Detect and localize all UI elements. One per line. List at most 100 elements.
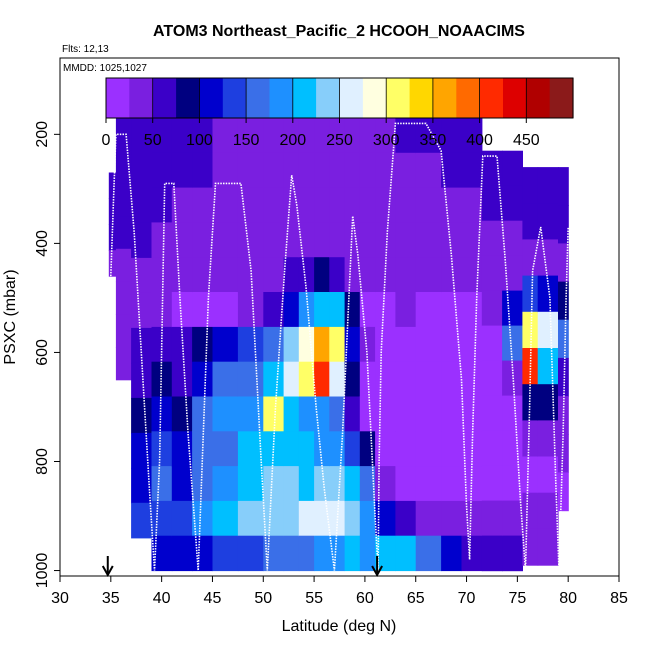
x-tick-label: 65: [407, 590, 425, 607]
heatmap-cell: [151, 222, 173, 258]
heatmap-cell: [537, 167, 559, 204]
heatmap-cell: [298, 361, 315, 398]
heatmap-cell: [441, 326, 462, 363]
heatmap-cell: [481, 220, 503, 257]
heatmap-cell: [344, 257, 361, 293]
heatmap-cell: [192, 292, 213, 328]
heatmap-cell: [263, 326, 285, 363]
colorbar-tick-label: 100: [186, 132, 213, 149]
heatmap-cell: [395, 152, 417, 189]
y-tick-label: 800: [34, 448, 51, 475]
heatmap-cell: [237, 292, 264, 328]
heatmap-cell: [171, 257, 193, 293]
heatmap-cell: [415, 326, 442, 363]
heatmap-cell: [171, 396, 193, 432]
heatmap-cell: [237, 152, 264, 189]
heatmap-cell: [263, 222, 285, 258]
colorbar-segment: [199, 78, 224, 118]
heatmap-cell: [314, 361, 330, 398]
heatmap-cell: [314, 431, 330, 467]
heatmap-cell: [171, 361, 193, 398]
heatmap-cell: [131, 257, 152, 294]
colorbar-tick-label: 450: [513, 132, 540, 149]
heatmap-cell: [237, 535, 264, 572]
heatmap-cell: [115, 347, 132, 381]
heatmap-cell: [263, 187, 285, 223]
heatmap-cell: [237, 326, 264, 363]
heatmap-cell: [212, 222, 239, 258]
x-tick-label: 70: [458, 590, 476, 607]
heatmap-cell: [537, 528, 559, 566]
heatmap-cell: [359, 152, 376, 189]
heatmap-cell: [314, 187, 330, 223]
heatmap-cell: [131, 327, 152, 364]
heatmap-cell: [314, 326, 330, 363]
heatmap-cell: [329, 152, 346, 189]
heatmap-cell: [263, 257, 285, 293]
colorbar-segment: [362, 78, 387, 118]
y-tick-label: 400: [34, 230, 51, 257]
heatmap-cell: [522, 420, 539, 458]
heatmap-cell: [171, 118, 193, 154]
heatmap-cell: [212, 257, 239, 293]
heatmap-cell: [131, 467, 152, 504]
heatmap-cell: [359, 500, 376, 537]
heatmap-cell: [212, 396, 239, 432]
x-tick-label: 40: [153, 590, 171, 607]
heatmap-cell: [481, 290, 503, 327]
heatmap-cell: [502, 325, 523, 362]
heatmap-cell: [329, 118, 346, 154]
heatmap-cell: [192, 257, 213, 293]
heatmap-cell: [108, 172, 117, 199]
heatmap-cell: [171, 292, 193, 328]
heatmap-cell: [212, 361, 239, 398]
heatmap-cell: [441, 152, 462, 189]
heatmap-cell: [131, 502, 152, 539]
heatmap-cell: [151, 257, 173, 293]
colorbar-ticks: 0 50 100 150 200 250 300 350 400 450: [102, 78, 540, 149]
colorbar-tick-label: 300: [373, 132, 400, 149]
heatmap-cell: [359, 326, 376, 363]
heatmap-cell: [115, 183, 132, 217]
heatmap-cell: [522, 239, 539, 277]
heatmap-cell: [359, 535, 376, 572]
heatmap-cell: [558, 357, 569, 397]
heatmap-cell: [415, 431, 442, 467]
heatmap-cell: [359, 431, 376, 467]
colorbar-segment: [339, 78, 364, 118]
heatmap-cell: [192, 187, 213, 223]
heatmap-cell: [298, 152, 315, 189]
heatmap-cell: [298, 292, 315, 328]
heatmap-cell: [558, 281, 569, 321]
heatmap-cell: [375, 431, 396, 467]
heatmap-cell: [537, 384, 559, 421]
heatmap-cell: [151, 187, 173, 223]
heatmap-cell: [212, 292, 239, 328]
heatmap-cell: [171, 431, 193, 467]
heatmap-cell: [283, 118, 300, 154]
heatmap-cell: [395, 535, 417, 572]
heatmap-cell: [283, 326, 300, 363]
heatmap-cell: [263, 292, 285, 328]
colorbar-tick-label: 400: [466, 132, 493, 149]
heatmap-cell: [237, 466, 264, 502]
heatmap-cell: [212, 431, 239, 467]
heatmap-cell: [441, 500, 462, 537]
heatmap-cell: [192, 500, 213, 537]
heatmap-cell: [329, 396, 346, 432]
heatmap-cell: [537, 492, 559, 530]
heatmap-cell: [131, 222, 152, 259]
heatmap-cell: [481, 255, 503, 292]
heatmap-cell: [298, 257, 315, 293]
heatmap-cell: [329, 535, 346, 572]
heatmap-cell: [108, 250, 117, 277]
heatmap-cell: [395, 431, 417, 467]
heatmap-cell: [151, 152, 173, 189]
heatmap-cell: [415, 187, 442, 223]
flights-text: Flts: 12,13: [62, 44, 109, 55]
colorbar-segment: [152, 78, 177, 118]
plot-frame: [59, 57, 620, 577]
heatmap-cell: [151, 535, 173, 572]
heatmap-cell: [481, 325, 503, 362]
